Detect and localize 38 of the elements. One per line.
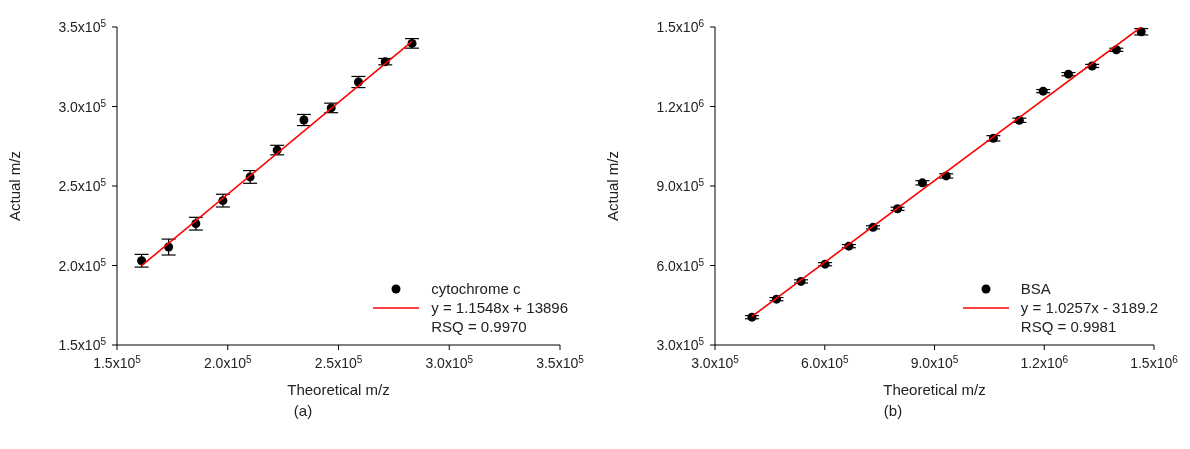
point: [1136, 27, 1146, 37]
x-tick-label: 1.5x10$^{6}$: [1130, 353, 1179, 371]
y-axis-title: Actual m/z: [6, 150, 24, 222]
x-tick-label: 2.5x10$^{5}$: [314, 353, 363, 371]
point: [137, 256, 147, 266]
x-tick-label: 2.0x10$^{5}$: [203, 353, 252, 371]
text: (a): [293, 402, 313, 419]
y-tick-label: 2.5x10$^{5}$: [58, 176, 107, 194]
y-tick-label: 1.5x10$^{6}$: [656, 17, 705, 35]
x-tick-label: 3.0x10$^{5}$: [691, 353, 740, 371]
y-tick-label: 3.0x10$^{5}$: [656, 335, 705, 353]
x-axis-title: Theoretical m/z: [287, 381, 390, 398]
x-tick-label: 9.0x10$^{5}$: [910, 353, 959, 371]
y-tick-label: 3.0x10$^{5}$: [58, 97, 107, 115]
text: (b): [883, 402, 903, 419]
y-tick-label: 3.5x10$^{5}$: [58, 17, 107, 35]
y-tick-label: 1.2x10$^{6}$: [656, 97, 705, 115]
legend-label: y = 1.0257x - 3189.2: [1020, 298, 1158, 317]
y-tick-label: 1.5x10$^{5}$: [58, 335, 107, 353]
point: [1038, 86, 1048, 96]
x-tick-label: 3.0x10$^{5}$: [425, 353, 474, 371]
y-tick-label: 6.0x10$^{5}$: [656, 256, 705, 274]
point: [747, 312, 757, 322]
x-tick-label: 1.2x10$^{6}$: [1020, 353, 1069, 371]
y-axis-title: Actual m/z: [604, 150, 622, 222]
legend-label: BSA: [1020, 279, 1051, 298]
y-tick-label: 2.0x10$^{5}$: [58, 256, 107, 274]
annotation: RSQ = 0.9981: [1019, 317, 1118, 336]
x-tick-label: 6.0x10$^{5}$: [800, 353, 849, 371]
point: [1063, 69, 1073, 79]
point: [917, 178, 927, 188]
legend-label: cytochrome c: [431, 279, 521, 298]
legend-label: y = 1.1548x + 13896: [431, 298, 568, 317]
y-tick-label: 9.0x10$^{5}$: [656, 176, 705, 194]
x-tick-label: 1.5x10$^{5}$: [93, 353, 142, 371]
x-tick-label: 3.5x10$^{5}$: [536, 353, 585, 371]
annotation: RSQ = 0.9970: [430, 317, 528, 336]
x-axis-title: Theoretical m/z: [883, 381, 986, 398]
